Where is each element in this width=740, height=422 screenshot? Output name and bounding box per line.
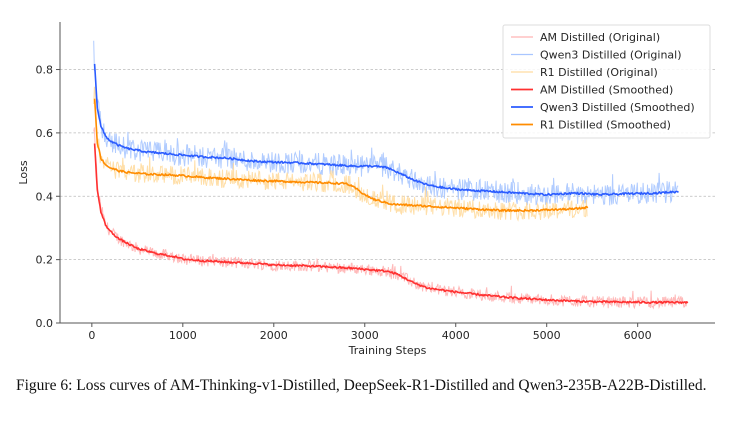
x-tick-label: 6000 (624, 329, 652, 342)
legend-label: Qwen3 Distilled (Smoothed) (540, 101, 695, 114)
loss-chart: 0 1000 2000 3000 4000 5000 6000 0.00.20.40.60.… (17, 22, 715, 357)
x-ticks: 0 1000 2000 3000 4000 5000 6000 (88, 323, 652, 342)
legend-box (502, 24, 711, 139)
legend: AM Distilled (Original) Qwen3 Distilled (… (502, 24, 711, 139)
legend-label: Qwen3 Distilled (Original) (540, 49, 682, 62)
smoothed-series-group (93, 63, 689, 305)
y-tick-label: 0.8 (36, 64, 54, 77)
x-tick-label: 1000 (169, 329, 197, 342)
original-series-line (93, 40, 679, 206)
x-tick-label: 5000 (533, 329, 561, 342)
y-ticks: 0.0 0.2 0.4 0.6 0.8 (36, 64, 60, 330)
legend-label: R1 Distilled (Smoothed) (540, 119, 671, 132)
legend-label: AM Distilled (Smoothed) (540, 84, 673, 97)
y-tick-label: 0.4 (36, 190, 54, 203)
legend-label: AM Distilled (Original) (540, 31, 660, 44)
smoothed-series-line (93, 98, 589, 213)
smoothed-series-line (93, 143, 689, 305)
y-tick-label: 0.0 (36, 317, 54, 330)
x-tick-label: 0 (88, 329, 95, 342)
smoothed-series-line (93, 63, 679, 197)
axes (59, 22, 715, 324)
legend-label: R1 Distilled (Original) (540, 66, 658, 79)
x-axis-label: Training Steps (348, 344, 427, 357)
y-tick-label: 0.6 (36, 127, 54, 140)
x-tick-label: 2000 (260, 329, 288, 342)
y-tick-label: 0.2 (36, 254, 54, 267)
x-tick-label: 3000 (351, 329, 379, 342)
figure-caption: Figure 6: Loss curves of AM-Thinking-v1-… (16, 377, 707, 394)
y-axis-label: Loss (17, 160, 30, 184)
original-series-line (93, 86, 588, 222)
x-tick-label: 4000 (442, 329, 470, 342)
